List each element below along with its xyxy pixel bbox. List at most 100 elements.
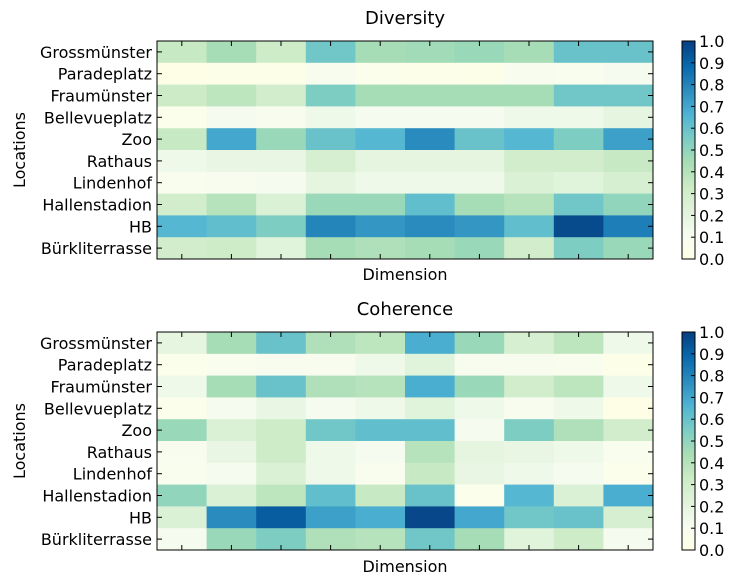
colorbar-segment bbox=[682, 502, 695, 505]
colorbar-segment bbox=[682, 206, 695, 210]
colorbar-segment bbox=[682, 473, 695, 477]
colorbar-segment bbox=[682, 130, 695, 134]
colorbar-segment bbox=[682, 62, 695, 66]
heatmap-cell bbox=[454, 375, 505, 398]
heatmap-cell bbox=[206, 441, 257, 464]
heatmap-cell bbox=[157, 193, 208, 216]
heatmap-cell bbox=[256, 106, 307, 129]
heatmap-cell bbox=[405, 193, 456, 216]
colorbar-segment bbox=[682, 438, 695, 442]
heatmap-cell bbox=[405, 484, 456, 507]
row-label: Hallenstadion bbox=[42, 196, 152, 215]
colorbar-segment bbox=[682, 147, 695, 151]
colorbar-segment bbox=[682, 340, 695, 344]
heatmap-cell bbox=[504, 215, 555, 238]
heatmap-cell bbox=[405, 462, 456, 486]
colorbar-segment bbox=[682, 480, 695, 483]
colorbar-segment bbox=[682, 358, 695, 361]
heatmap-cell bbox=[553, 419, 604, 442]
heatmap-cell bbox=[206, 106, 257, 129]
heatmap-cell bbox=[405, 106, 456, 129]
colorbar-segment bbox=[682, 482, 695, 486]
colorbar-segment bbox=[682, 530, 695, 534]
colorbar-segment bbox=[682, 515, 695, 518]
heatmap-cell bbox=[355, 441, 406, 464]
row-label: Grossmünster bbox=[40, 43, 152, 62]
diversity-panel: Diversity Grossmünster Paradeplatz Fraumün… bbox=[10, 8, 724, 284]
colorbar-segment bbox=[682, 165, 695, 168]
colorbar-segment bbox=[682, 56, 695, 59]
heatmap-cell bbox=[206, 84, 257, 107]
heatmap-cell bbox=[256, 528, 307, 551]
colorbar-segment bbox=[682, 215, 695, 219]
colorbar-segment bbox=[682, 528, 695, 531]
heatmap-cell bbox=[256, 353, 307, 377]
colorbar-segment bbox=[682, 414, 695, 418]
heatmap-cell bbox=[553, 215, 604, 238]
colorbar-segment bbox=[682, 499, 695, 503]
heatmap-cell bbox=[256, 128, 307, 151]
heatmap-cell bbox=[355, 150, 406, 173]
colorbar-segment bbox=[682, 347, 695, 350]
heatmap-cell bbox=[603, 462, 654, 486]
colorbar-segment bbox=[682, 112, 695, 116]
colorbar-segment bbox=[682, 371, 695, 374]
colorbar-segment bbox=[682, 382, 695, 385]
row-label: Fraumünster bbox=[51, 378, 153, 397]
heatmap-cell bbox=[355, 171, 406, 195]
heatmap-cell bbox=[454, 397, 505, 420]
heatmap-cell bbox=[454, 41, 505, 64]
heatmap-cell bbox=[454, 106, 505, 129]
colorbar-segment bbox=[682, 406, 695, 409]
heatmap-cell bbox=[305, 419, 356, 442]
colorbar-segment bbox=[682, 379, 695, 383]
heatmap-cell bbox=[603, 41, 654, 64]
heatmap-cell bbox=[355, 419, 406, 442]
axis-ticks bbox=[157, 41, 653, 259]
row-label: Lindenhof bbox=[73, 174, 153, 193]
colorbar-segment bbox=[682, 397, 695, 401]
heatmap-cell bbox=[157, 419, 208, 442]
heatmap-cell bbox=[355, 528, 406, 551]
colorbar-segment bbox=[682, 176, 695, 179]
heatmap-cell bbox=[157, 41, 208, 64]
row-label: Zoo bbox=[121, 130, 152, 149]
heatmap-cell bbox=[206, 397, 257, 420]
heatmap-cell bbox=[256, 332, 307, 355]
heatmap-cell bbox=[256, 171, 307, 195]
heatmap-cell bbox=[504, 506, 555, 529]
colorbar-segment bbox=[682, 256, 695, 260]
colorbar-segment bbox=[682, 239, 695, 243]
heatmap-cell bbox=[305, 237, 356, 260]
colorbar-segment bbox=[682, 115, 695, 118]
colorbar-segment bbox=[682, 443, 695, 446]
colorbar-segment bbox=[682, 75, 695, 79]
colorbar-segment bbox=[682, 526, 695, 529]
colorbar-segment bbox=[682, 202, 695, 205]
heatmap-cell bbox=[603, 419, 654, 442]
colorbar-segment bbox=[682, 519, 695, 523]
heatmap-cell bbox=[454, 484, 505, 507]
colorbar-segment bbox=[682, 208, 695, 212]
heatmap-cell bbox=[504, 237, 555, 260]
colorbar-tick-label: 0.4 bbox=[699, 454, 724, 473]
colorbar-segment bbox=[682, 69, 695, 73]
colorbar-segment bbox=[682, 425, 695, 429]
heatmap-cell bbox=[603, 215, 654, 238]
colorbar-segment bbox=[682, 104, 695, 107]
row-label: Zoo bbox=[121, 421, 152, 440]
heatmap-cell bbox=[504, 375, 555, 398]
colorbar-segment bbox=[682, 471, 695, 475]
colorbar-segment bbox=[682, 150, 695, 153]
heatmap-cell bbox=[553, 462, 604, 486]
heatmap-cell bbox=[553, 106, 604, 129]
colorbar-segment bbox=[682, 241, 695, 245]
heatmap-cell bbox=[256, 397, 307, 420]
colorbar-segment bbox=[682, 158, 695, 162]
chart-title: Coherence bbox=[357, 299, 454, 320]
colorbar-segment bbox=[682, 445, 695, 449]
heatmap-cell bbox=[603, 484, 654, 507]
row-label: Hallenstadion bbox=[42, 487, 152, 506]
heatmap-cell bbox=[504, 84, 555, 107]
colorbar-segment bbox=[682, 467, 695, 470]
